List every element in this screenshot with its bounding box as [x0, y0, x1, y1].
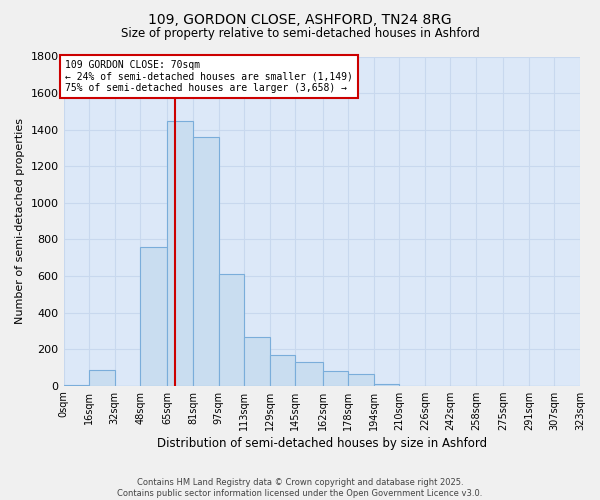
Bar	[89, 370, 115, 386]
Bar	[295, 362, 323, 386]
Bar	[167, 120, 193, 386]
Bar	[323, 371, 348, 386]
Bar	[244, 337, 270, 386]
Text: Contains HM Land Registry data © Crown copyright and database right 2025.
Contai: Contains HM Land Registry data © Crown c…	[118, 478, 482, 498]
Bar	[193, 137, 218, 386]
Y-axis label: Number of semi-detached properties: Number of semi-detached properties	[15, 118, 25, 324]
Bar	[374, 384, 400, 386]
Text: 109, GORDON CLOSE, ASHFORD, TN24 8RG: 109, GORDON CLOSE, ASHFORD, TN24 8RG	[148, 12, 452, 26]
Text: 109 GORDON CLOSE: 70sqm
← 24% of semi-detached houses are smaller (1,149)
75% of: 109 GORDON CLOSE: 70sqm ← 24% of semi-de…	[65, 60, 353, 94]
Bar	[270, 354, 295, 386]
Bar	[140, 246, 167, 386]
Text: Size of property relative to semi-detached houses in Ashford: Size of property relative to semi-detach…	[121, 28, 479, 40]
Bar	[218, 274, 244, 386]
Bar	[348, 374, 374, 386]
X-axis label: Distribution of semi-detached houses by size in Ashford: Distribution of semi-detached houses by …	[157, 437, 487, 450]
